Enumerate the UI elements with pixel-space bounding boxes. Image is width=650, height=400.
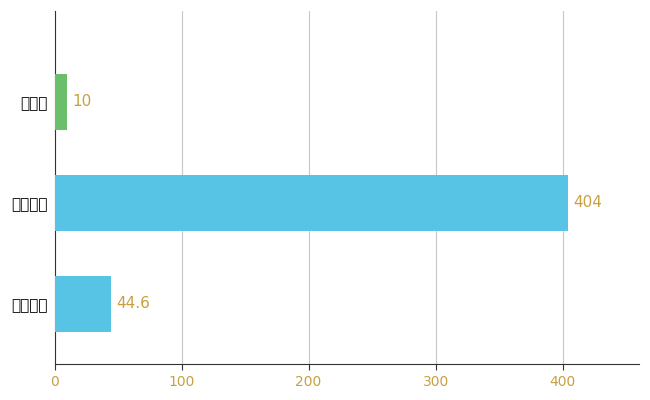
Text: 10: 10 <box>72 94 92 110</box>
Bar <box>55 175 567 231</box>
Bar <box>55 276 111 332</box>
Bar <box>55 74 67 130</box>
Text: 404: 404 <box>573 196 602 210</box>
Text: 44.6: 44.6 <box>116 296 150 311</box>
